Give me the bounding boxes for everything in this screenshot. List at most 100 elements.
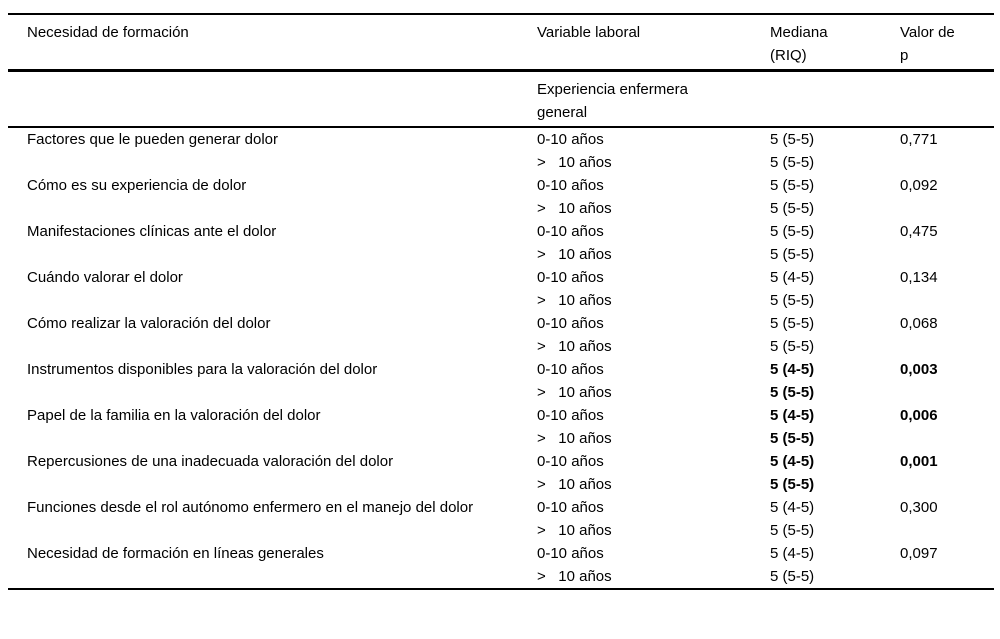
- median-cell: 5 (5-5): [770, 243, 900, 266]
- table-row: > 10 años 5 (5-5): [8, 335, 994, 358]
- variable-cell-text: > 10 años: [537, 292, 612, 309]
- results-table: Necesidad de formación Variable laboral …: [8, 13, 994, 590]
- median-cell-text: 5 (4-5): [770, 453, 815, 470]
- p-value-cell-text: 0,475: [900, 223, 938, 240]
- p-value-cell: [900, 381, 994, 404]
- median-cell-text: 5 (5-5): [770, 522, 815, 539]
- median-cell-text: 5 (5-5): [770, 568, 815, 585]
- need-cell: [8, 197, 537, 220]
- median-cell-text: 5 (5-5): [770, 177, 815, 194]
- median-cell: 5 (5-5): [770, 519, 900, 542]
- subheader-empty-cell: [8, 70, 537, 128]
- variable-cell: 0-10 años: [537, 404, 770, 427]
- p-value-cell: 0,003: [900, 358, 994, 381]
- variable-cell-text: > 10 años: [537, 522, 612, 539]
- median-cell: 5 (4-5): [770, 542, 900, 565]
- need-cell-text: Repercusiones de una inadecuada valoraci…: [27, 453, 394, 470]
- table-head: Necesidad de formación Variable laboral …: [8, 14, 994, 128]
- variable-cell-text: > 10 años: [537, 154, 612, 171]
- column-header-valor-p: Valor de p: [900, 14, 994, 72]
- table-row: > 10 años 5 (5-5): [8, 151, 994, 174]
- need-cell: Cómo realizar la valoración del dolor: [8, 312, 537, 335]
- median-cell: 5 (4-5): [770, 358, 900, 381]
- median-cell: 5 (4-5): [770, 450, 900, 473]
- column-header-variable-laboral: Variable laboral: [537, 14, 770, 72]
- p-value-cell: [900, 473, 994, 496]
- table-row: > 10 años 5 (5-5): [8, 381, 994, 404]
- need-cell-text: Instrumentos disponibles para la valorac…: [27, 361, 378, 378]
- variable-cell-text: 0-10 años: [537, 223, 604, 240]
- need-cell: Necesidad de formación en líneas general…: [8, 542, 537, 565]
- p-value-cell: 0,092: [900, 174, 994, 197]
- need-cell: [8, 289, 537, 312]
- column-header-mediana-riq: Mediana (RIQ): [770, 14, 900, 72]
- table-row: Cómo es su experiencia de dolor 0-10 años…: [8, 174, 994, 197]
- p-value-cell: [900, 519, 994, 542]
- p-value-cell: [900, 565, 994, 589]
- column-header-necesidad: Necesidad de formación: [8, 14, 537, 72]
- median-cell: 5 (5-5): [770, 565, 900, 589]
- median-cell: 5 (4-5): [770, 266, 900, 289]
- need-cell-text: Necesidad de formación en líneas general…: [27, 545, 324, 562]
- variable-cell: 0-10 años: [537, 496, 770, 519]
- subheader-experiencia-enfermera: Experiencia enfermera general: [537, 70, 770, 128]
- variable-cell-text: > 10 años: [537, 384, 612, 401]
- need-cell: Papel de la familia en la valoración del…: [8, 404, 537, 427]
- median-cell: 5 (4-5): [770, 404, 900, 427]
- p-value-cell-text: 0,097: [900, 545, 938, 562]
- median-cell-text: 5 (4-5): [770, 361, 815, 378]
- variable-cell-text: 0-10 años: [537, 499, 604, 516]
- table-row: Papel de la familia en la valoración del…: [8, 404, 994, 427]
- table-row: > 10 años 5 (5-5): [8, 197, 994, 220]
- variable-cell-text: 0-10 años: [537, 453, 604, 470]
- subheader-empty-cell: [900, 70, 994, 128]
- median-cell: 5 (5-5): [770, 335, 900, 358]
- p-value-cell: 0,097: [900, 542, 994, 565]
- need-cell-text: Papel de la familia en la valoración del…: [27, 407, 321, 424]
- need-cell: [8, 243, 537, 266]
- p-value-cell: 0,300: [900, 496, 994, 519]
- need-cell: Repercusiones de una inadecuada valoraci…: [8, 450, 537, 473]
- median-cell: 5 (5-5): [770, 151, 900, 174]
- variable-cell: > 10 años: [537, 381, 770, 404]
- variable-cell: 0-10 años: [537, 542, 770, 565]
- need-cell: Cuándo valorar el dolor: [8, 266, 537, 289]
- p-value-cell: 0,001: [900, 450, 994, 473]
- variable-cell-text: 0-10 años: [537, 131, 604, 148]
- median-cell-text: 5 (4-5): [770, 269, 815, 286]
- table-row: Cuándo valorar el dolor 0-10 años 5 (4-5) 0…: [8, 266, 994, 289]
- subheader-row: Experiencia enfermera general: [8, 70, 994, 128]
- table-row: Cómo realizar la valoración del dolor 0-1…: [8, 312, 994, 335]
- table-row: Factores que le pueden generar dolor 0-10…: [8, 127, 994, 151]
- variable-cell: 0-10 años: [537, 312, 770, 335]
- need-cell: [8, 519, 537, 542]
- need-cell: [8, 473, 537, 496]
- variable-cell-text: > 10 años: [537, 200, 612, 217]
- p-value-cell: [900, 197, 994, 220]
- variable-cell-text: > 10 años: [537, 430, 612, 447]
- median-cell: 5 (4-5): [770, 496, 900, 519]
- median-cell: 5 (5-5): [770, 197, 900, 220]
- median-cell-text: 5 (5-5): [770, 200, 815, 217]
- table-row: Repercusiones de una inadecuada valoraci…: [8, 450, 994, 473]
- p-value-cell-text: 0,300: [900, 499, 938, 516]
- median-cell: 5 (5-5): [770, 381, 900, 404]
- need-cell: [8, 151, 537, 174]
- p-value-cell: [900, 427, 994, 450]
- p-value-cell-text: 0,092: [900, 177, 938, 194]
- variable-cell-text: 0-10 años: [537, 545, 604, 562]
- median-cell-text: 5 (4-5): [770, 499, 815, 516]
- median-cell: 5 (5-5): [770, 427, 900, 450]
- p-value-cell: 0,475: [900, 220, 994, 243]
- variable-cell-text: > 10 años: [537, 246, 612, 263]
- median-cell-text: 5 (4-5): [770, 407, 815, 424]
- need-cell: [8, 565, 537, 589]
- variable-cell: 0-10 años: [537, 266, 770, 289]
- table-row: > 10 años 5 (5-5): [8, 519, 994, 542]
- table-body: Factores que le pueden generar dolor 0-10…: [8, 127, 994, 589]
- p-value-cell: 0,006: [900, 404, 994, 427]
- need-cell: Factores que le pueden generar dolor: [8, 127, 537, 151]
- p-value-cell-text: 0,771: [900, 131, 938, 148]
- need-cell-text: Cómo es su experiencia de dolor: [27, 177, 247, 194]
- median-cell: 5 (5-5): [770, 174, 900, 197]
